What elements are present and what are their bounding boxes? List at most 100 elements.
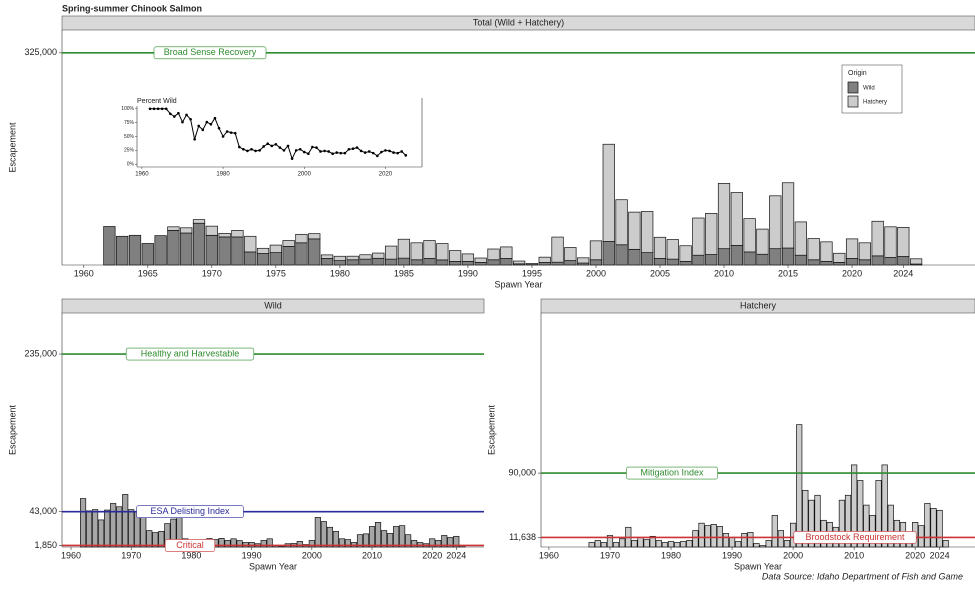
bar (680, 541, 687, 548)
bar (628, 211, 641, 250)
bar (346, 255, 359, 261)
bar (875, 480, 882, 548)
bar (344, 539, 352, 548)
bar (769, 195, 782, 250)
bar (637, 537, 644, 548)
bar (236, 540, 243, 548)
bar (441, 535, 448, 548)
y-tick-label: 100% (121, 106, 134, 112)
bar (333, 255, 346, 261)
bar (128, 234, 142, 266)
bar (796, 424, 803, 548)
bar (781, 182, 795, 249)
x-tick-label: 1970 (202, 268, 222, 278)
bar (674, 542, 681, 548)
point (302, 150, 306, 154)
point (331, 152, 334, 155)
bar (423, 240, 436, 259)
bar (282, 240, 295, 247)
point (148, 107, 152, 111)
y-tick-label: 0% (127, 162, 135, 168)
x-tick-label: 2010 (362, 550, 382, 560)
bar (884, 226, 897, 258)
bar (924, 503, 931, 548)
strip (61, 298, 485, 314)
y-tick-label: 90,000 (508, 467, 536, 477)
point (193, 137, 196, 141)
bar (666, 258, 679, 266)
bar (802, 489, 809, 548)
point (307, 152, 310, 155)
y-tick-label: 43,000 (29, 506, 57, 516)
bar (180, 232, 193, 266)
point (164, 107, 168, 111)
point (404, 154, 408, 157)
bar (500, 246, 513, 259)
bar (649, 535, 656, 548)
bar (308, 238, 321, 266)
point (217, 126, 221, 130)
bar (564, 247, 577, 261)
bar (756, 228, 769, 255)
bar (936, 509, 943, 548)
bar (332, 531, 339, 548)
bar (769, 248, 782, 266)
x-tick-label: 2024 (930, 550, 950, 560)
bar (743, 251, 756, 266)
bar (857, 480, 864, 548)
bar (845, 258, 859, 266)
bar (192, 222, 206, 266)
reference-label-box (626, 466, 718, 480)
bar (110, 503, 117, 548)
bar (735, 541, 742, 548)
bar (942, 540, 949, 548)
bar (256, 253, 270, 266)
x-tick-label: 1960 (61, 550, 81, 560)
bar (346, 259, 359, 266)
point (392, 151, 395, 154)
bar (844, 494, 852, 548)
bar (589, 240, 603, 261)
bar (594, 540, 601, 548)
x-tick-label: 1980 (330, 268, 350, 278)
bar (653, 236, 667, 259)
bar (86, 510, 93, 548)
point (319, 150, 322, 153)
bar (104, 509, 111, 548)
bar (230, 538, 237, 548)
bar (887, 504, 894, 548)
x-tick-label: 1990 (242, 550, 262, 560)
bar (794, 254, 807, 266)
bar (410, 259, 423, 266)
point (177, 111, 180, 115)
bar (244, 251, 257, 266)
reference-label: Mitigation Index (640, 467, 704, 477)
point (376, 154, 379, 158)
x-tick-label: 1980 (181, 550, 201, 560)
bar (765, 540, 772, 548)
x-tick-label: 1980 (661, 550, 681, 560)
bar (615, 199, 628, 246)
bar (410, 242, 423, 261)
point (286, 144, 290, 148)
x-tick-label: 1990 (458, 268, 478, 278)
bar (256, 247, 270, 254)
legend-swatch (847, 81, 859, 94)
bar (667, 541, 675, 548)
point (274, 142, 278, 146)
bar (631, 540, 638, 548)
bar (387, 533, 394, 548)
bar (368, 526, 376, 548)
point (246, 149, 249, 153)
point (278, 146, 282, 149)
bar (320, 258, 334, 266)
bar (643, 539, 650, 548)
x-tick-label: 1960 (539, 550, 559, 560)
point (205, 120, 209, 124)
bar (449, 261, 462, 266)
y-tick-label: 1,850 (34, 540, 57, 550)
x-tick-label: 2020 (379, 172, 393, 178)
x-tick-label: 2020 (905, 550, 925, 560)
bar (692, 254, 705, 266)
